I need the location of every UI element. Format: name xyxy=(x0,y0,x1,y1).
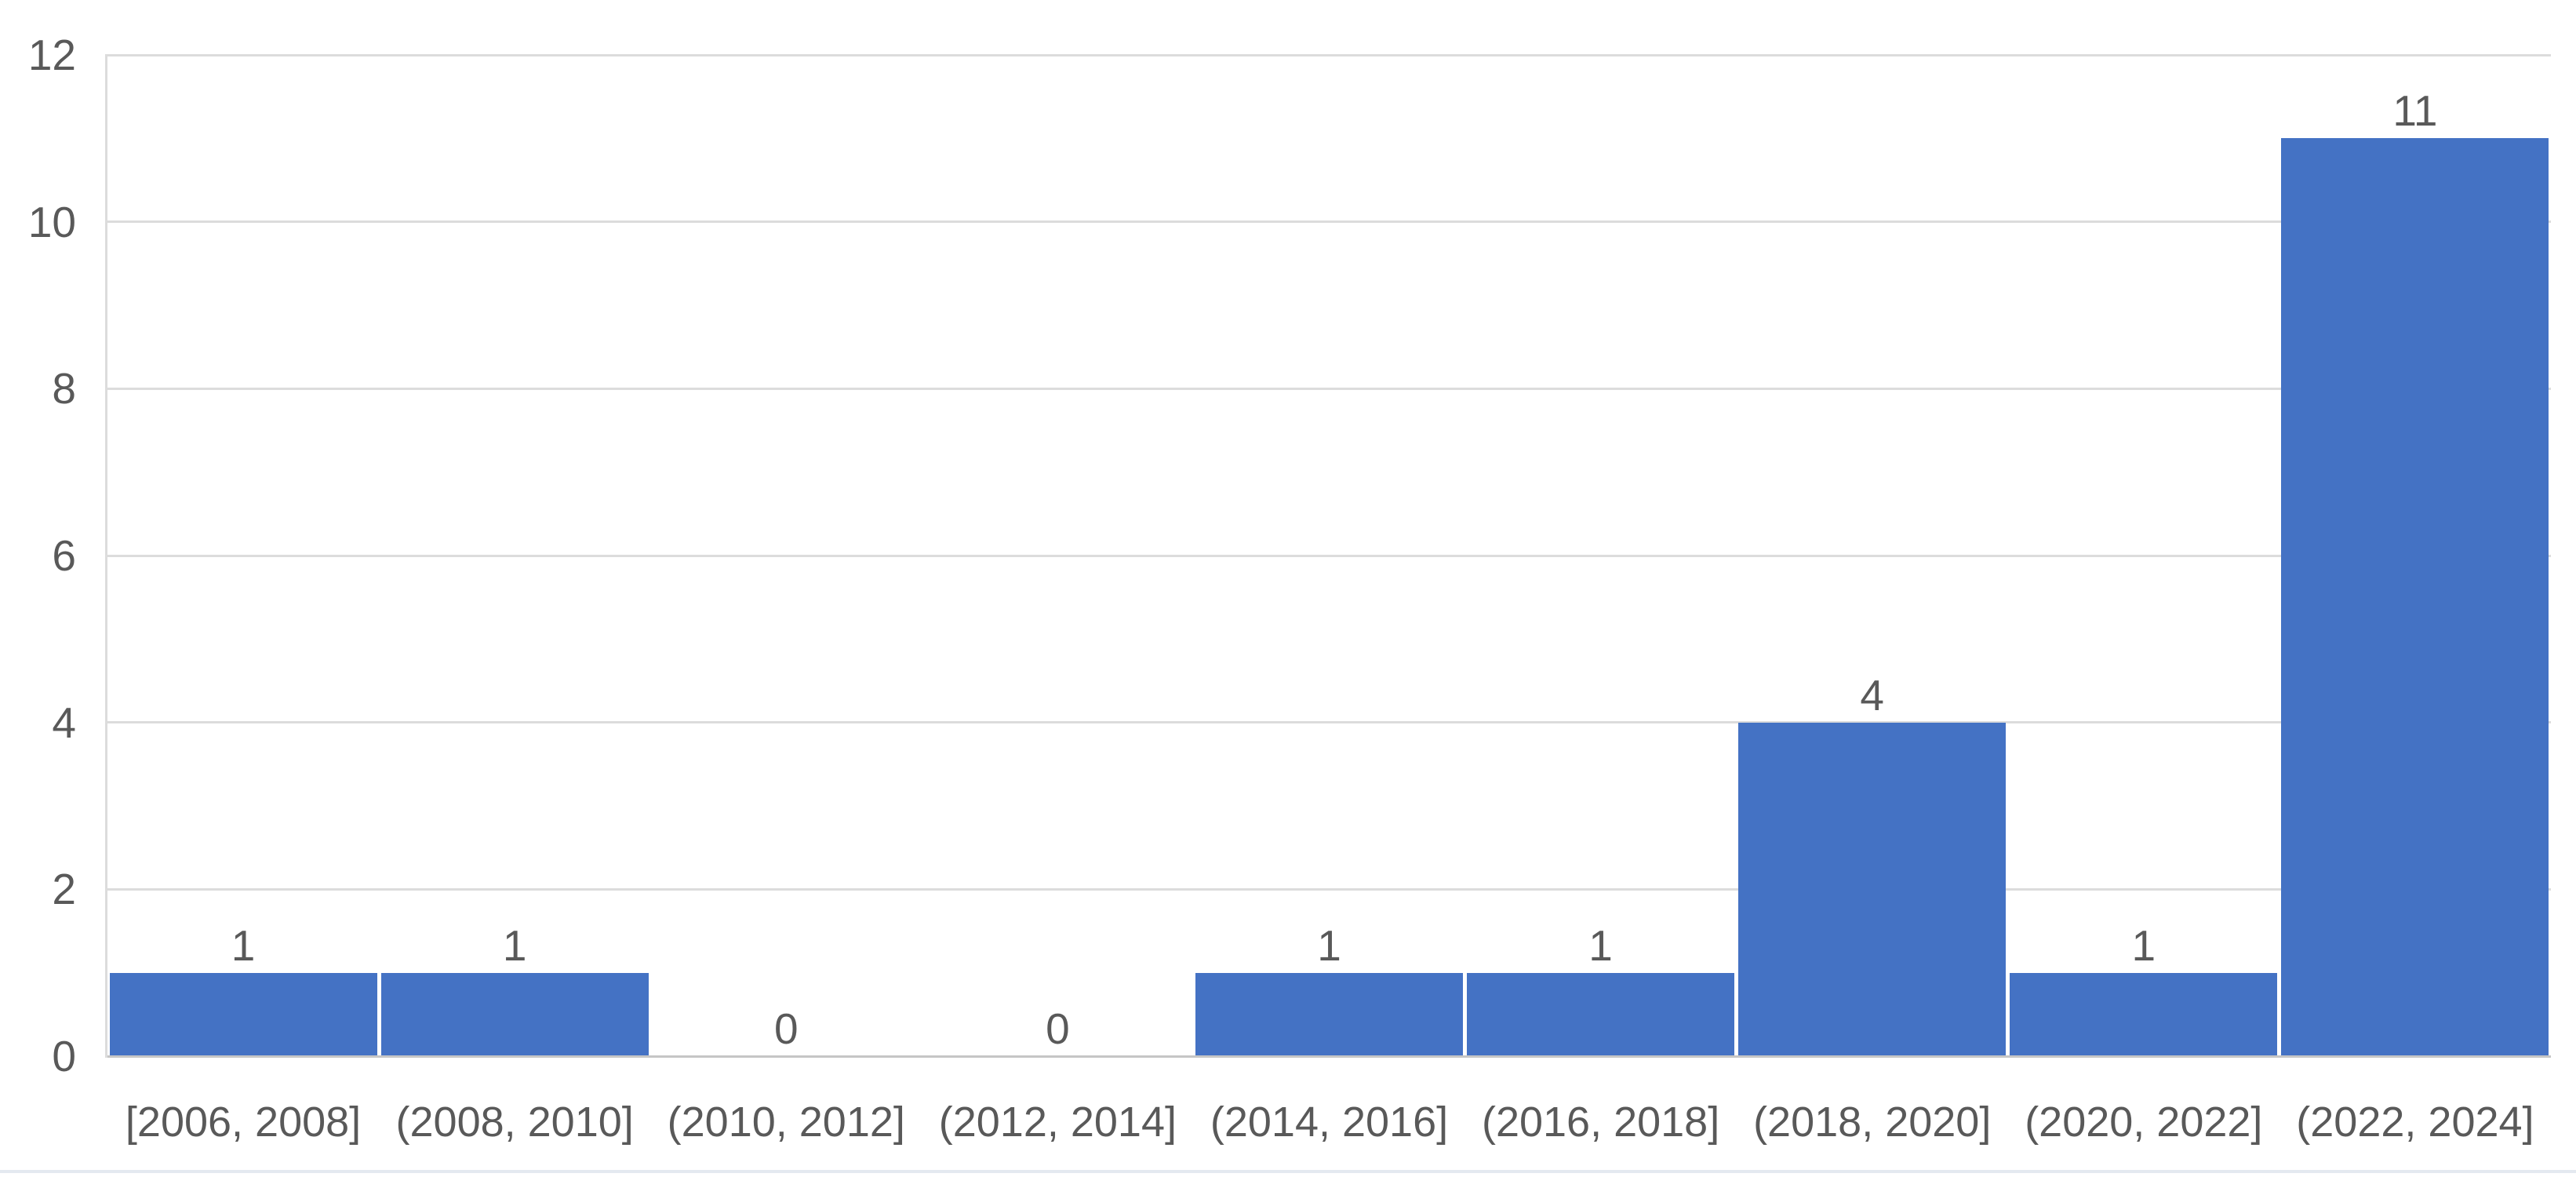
y-tick-label: 8 xyxy=(52,364,76,414)
gridline-y12 xyxy=(107,53,2551,56)
y-tick-label: 0 xyxy=(52,1032,76,1080)
bar-data-label: 1 xyxy=(231,920,256,970)
gridline-y6 xyxy=(107,554,2551,557)
x-axis-category-label: (2012, 2014] xyxy=(938,1099,1177,1146)
x-axis-category-label: (2008, 2010] xyxy=(395,1099,634,1146)
x-axis-category-label: (2016, 2018] xyxy=(1481,1099,1720,1146)
bar-data-label: 11 xyxy=(2392,86,2438,136)
bar-data-label: 1 xyxy=(502,920,527,970)
y-tick-label: 10 xyxy=(27,197,76,246)
bar-(2018, 2020] xyxy=(1738,722,2007,1056)
x-axis-line xyxy=(107,1055,2551,1058)
x-axis-category-label: (2022, 2024] xyxy=(2296,1099,2534,1146)
y-tick-label: 2 xyxy=(52,865,76,914)
x-axis-category-label: (2018, 2020] xyxy=(1753,1099,1992,1146)
bar-(2014, 2016] xyxy=(1195,972,1464,1056)
bar-data-label: 1 xyxy=(1317,920,1341,970)
y-tick-label: 12 xyxy=(27,31,76,79)
bar-data-label: 0 xyxy=(773,1004,799,1053)
page-bottom-rule xyxy=(0,1170,2576,1173)
x-axis-category-label: (2014, 2016] xyxy=(1210,1099,1449,1146)
bar-(2008, 2010] xyxy=(380,972,649,1056)
x-axis-category-label: (2020, 2022] xyxy=(2025,1099,2263,1146)
bar-(2016, 2018] xyxy=(1467,972,1735,1056)
gridline-y8 xyxy=(107,387,2551,390)
bar-data-label: 1 xyxy=(2131,920,2156,970)
bar-data-label: 1 xyxy=(1588,920,1613,970)
bar-data-label: 0 xyxy=(1046,1004,1070,1053)
x-axis-category-label: [2006, 2008] xyxy=(125,1099,362,1146)
bar-(2022, 2024] xyxy=(2281,138,2549,1056)
x-axis-category-label: (2010, 2012] xyxy=(667,1099,905,1146)
bar-data-label: 4 xyxy=(1860,670,1884,720)
y-tick-label: 6 xyxy=(52,531,76,580)
gridline-y10 xyxy=(107,220,2551,224)
bar-[2006, 2008] xyxy=(109,972,377,1056)
gridline-y2 xyxy=(107,887,2551,891)
y-axis-line xyxy=(105,53,107,1058)
gridline-y4 xyxy=(107,721,2551,724)
bar-(2020, 2022] xyxy=(2010,972,2278,1056)
y-tick-label: 4 xyxy=(52,698,76,747)
